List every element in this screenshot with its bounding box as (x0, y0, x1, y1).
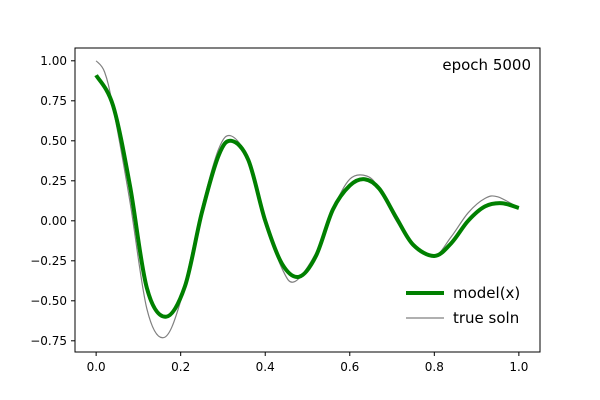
y-tick-label: −0.75 (30, 334, 67, 348)
axis-ticks: 0.0 0.2 0.4 0.6 0.8 1.0 1.00 0.75 0.50 0.25 0.00 −0… (30, 54, 528, 374)
axes-frame (74, 47, 541, 353)
x-tick-label: 1.0 (509, 360, 528, 374)
epoch-annotation: epoch 5000 (442, 56, 531, 74)
x-tick-label: 0.2 (171, 360, 190, 374)
legend-label-model: model(x) (453, 284, 520, 302)
plot-area (94, 60, 520, 339)
y-tick-label: 0.50 (40, 134, 67, 148)
x-tick-label: 0.4 (256, 360, 275, 374)
y-tick-label: −0.25 (30, 254, 67, 268)
y-tick-label: 0.75 (40, 94, 67, 108)
y-tick-label: −0.50 (30, 294, 67, 308)
legend-label-true-soln: true soln (453, 309, 519, 327)
legend: model(x) true soln (406, 284, 520, 327)
y-tick-label: 0.25 (40, 174, 67, 188)
series-line-true-soln (95, 60, 520, 339)
x-tick-label: 0.0 (87, 360, 106, 374)
y-tick-label: 1.00 (40, 54, 67, 68)
x-tick-label: 0.6 (340, 360, 359, 374)
series-line-model (94, 74, 520, 319)
y-tick-label: 0.00 (40, 214, 67, 228)
x-tick-label: 0.8 (425, 360, 444, 374)
